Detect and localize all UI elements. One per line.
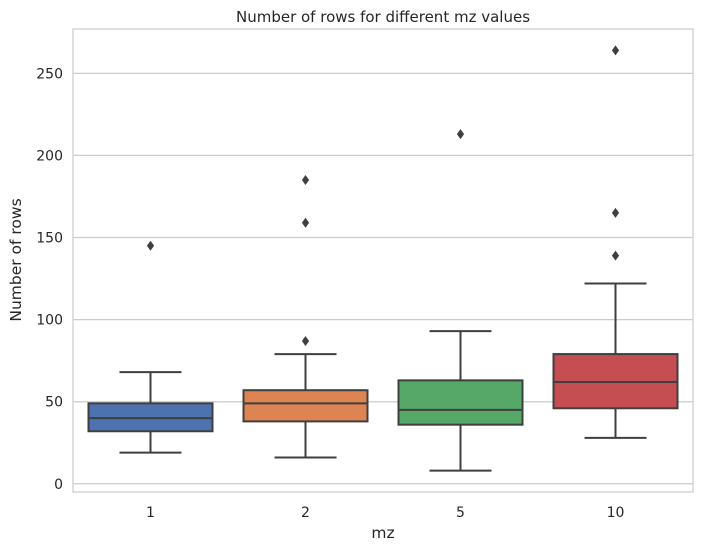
outlier-point bbox=[301, 175, 310, 186]
plot-frame bbox=[72, 28, 694, 493]
outlier-point bbox=[301, 217, 310, 228]
y-tick-label-250: 250 bbox=[36, 66, 63, 82]
y-tick-labels: 0 50 100 150 200 250 bbox=[36, 66, 63, 492]
box-5 bbox=[397, 129, 524, 472]
y-tick-label-0: 0 bbox=[54, 477, 63, 493]
x-tick-labels: 1 2 5 10 bbox=[146, 505, 624, 521]
y-axis-title: Number of rows bbox=[7, 198, 25, 321]
y-tick-label-50: 50 bbox=[45, 395, 63, 411]
box-10 bbox=[552, 45, 679, 439]
outlier-point bbox=[611, 250, 620, 261]
x-tick-label-2: 2 bbox=[301, 505, 310, 521]
y-tick-label-150: 150 bbox=[36, 231, 63, 247]
boxes-layer bbox=[87, 45, 679, 472]
x-tick-label-10: 10 bbox=[607, 505, 625, 521]
chart-title: Number of rows for different mz values bbox=[236, 8, 530, 26]
outlier-point bbox=[611, 207, 620, 218]
x-tick-label-5: 5 bbox=[456, 505, 465, 521]
x-axis-title: mz bbox=[371, 524, 394, 542]
y-tick-label-200: 200 bbox=[36, 148, 63, 164]
outlier-point bbox=[456, 129, 465, 140]
grid-lines bbox=[73, 72, 693, 485]
box-iqr bbox=[397, 379, 524, 426]
box-1 bbox=[87, 240, 214, 454]
box-2 bbox=[242, 175, 369, 459]
outlier-point bbox=[301, 335, 310, 346]
outlier-point bbox=[146, 240, 155, 251]
x-tick-label-1: 1 bbox=[146, 505, 155, 521]
y-tick-label-100: 100 bbox=[36, 313, 63, 329]
box-iqr bbox=[242, 389, 369, 423]
outlier-point bbox=[611, 45, 620, 56]
